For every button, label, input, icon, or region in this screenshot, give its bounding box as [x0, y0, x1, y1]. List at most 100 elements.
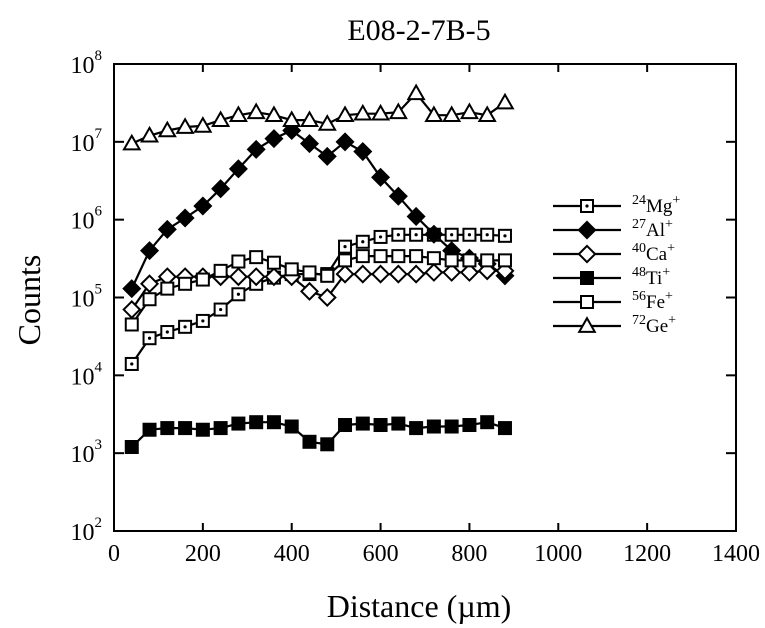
data-point — [371, 264, 391, 284]
data-point — [409, 421, 424, 436]
data-point — [320, 268, 335, 283]
data-point — [444, 253, 459, 268]
data-point — [406, 264, 426, 284]
data-point — [231, 254, 246, 269]
y-axis-title: Counts — [11, 255, 47, 346]
chart-title: E08-2-7B-5 — [347, 14, 490, 47]
data-point — [211, 110, 231, 127]
x-tick-label: 200 — [185, 541, 221, 567]
data-point-dot — [485, 233, 489, 237]
x-tick-label: 0 — [108, 541, 120, 567]
data-point — [338, 253, 353, 268]
series-ge — [122, 83, 515, 151]
data-point — [320, 437, 335, 452]
data-point-dot — [467, 233, 472, 237]
data-point — [424, 224, 444, 244]
data-point-dot — [147, 336, 152, 340]
y-tick-label: 108 — [71, 48, 103, 79]
y-tick-label: 104 — [71, 359, 103, 390]
series-line — [130, 255, 505, 326]
data-point-dot — [396, 233, 400, 237]
series-al — [122, 120, 515, 299]
legend-item-al: 27Al+ — [553, 217, 673, 241]
legend: 24Mg+27Al+40Ca+48Ti+56Fe+72Ge+ — [553, 193, 680, 337]
data-point — [371, 103, 391, 121]
data-point-dot — [201, 319, 205, 323]
data-point — [495, 92, 515, 110]
data-point — [353, 264, 373, 284]
data-point — [124, 317, 139, 332]
y-tick-label: 107 — [71, 126, 103, 157]
legend-label: 72Ge+ — [632, 313, 676, 337]
legend-label: 24Mg+ — [632, 193, 680, 217]
data-point — [388, 186, 408, 206]
data-point — [577, 220, 597, 240]
data-point — [193, 116, 213, 133]
data-point — [246, 267, 266, 287]
x-axis-title: Distance (µm) — [327, 588, 512, 624]
data-point — [228, 105, 248, 123]
data-point — [302, 265, 317, 280]
y-tick-label: 102 — [71, 515, 103, 546]
data-point — [282, 110, 302, 127]
data-point — [157, 219, 177, 239]
data-point — [373, 249, 388, 264]
data-point — [140, 125, 160, 143]
y-tick-label: 105 — [71, 282, 103, 313]
data-point — [140, 274, 160, 294]
data-point — [122, 133, 142, 151]
data-point — [175, 208, 195, 228]
data-point — [264, 267, 284, 287]
data-point — [124, 440, 139, 455]
data-point — [266, 415, 281, 430]
data-point — [266, 255, 281, 270]
data-point — [459, 262, 479, 282]
x-tick-label: 1200 — [623, 541, 671, 567]
data-point — [577, 244, 597, 264]
data-point — [122, 279, 142, 299]
series-line — [131, 421, 506, 448]
data-point — [409, 249, 424, 264]
data-point — [284, 262, 299, 277]
data-point — [160, 281, 175, 296]
data-point — [213, 263, 228, 278]
data-point — [302, 434, 317, 449]
series-line — [131, 91, 506, 145]
data-point — [264, 105, 284, 123]
data-point — [299, 281, 319, 301]
data-point — [388, 264, 408, 284]
data-point-dot — [130, 362, 134, 366]
series-layer — [122, 83, 515, 455]
data-point — [388, 102, 408, 120]
data-point — [195, 272, 210, 287]
data-point — [249, 250, 264, 265]
data-point — [213, 421, 228, 436]
data-point — [140, 241, 160, 261]
data-point — [495, 261, 515, 281]
data-point — [391, 416, 406, 431]
data-point — [355, 249, 370, 264]
x-tick-label: 1000 — [534, 541, 582, 567]
data-point — [353, 142, 373, 162]
data-point — [580, 271, 594, 285]
data-point-dot — [183, 325, 187, 329]
data-point — [228, 267, 248, 287]
data-point — [193, 196, 213, 216]
data-point — [175, 117, 195, 134]
data-point — [442, 262, 462, 282]
data-point — [299, 134, 319, 154]
data-point — [157, 120, 177, 138]
x-axis: 0 200 400 600 800 1000 1200 1400 — [108, 64, 760, 567]
legend-item-mg: 24Mg+ — [553, 193, 680, 217]
data-point — [142, 422, 157, 437]
data-point — [335, 105, 355, 123]
series-ti — [124, 415, 512, 455]
y-tick-label: 103 — [71, 437, 103, 468]
series-line — [130, 129, 506, 290]
x-tick-label: 1400 — [712, 541, 760, 567]
data-point — [371, 167, 391, 187]
data-point — [284, 419, 299, 434]
legend-item-ge: 72Ge+ — [553, 313, 676, 337]
data-point — [373, 418, 388, 433]
